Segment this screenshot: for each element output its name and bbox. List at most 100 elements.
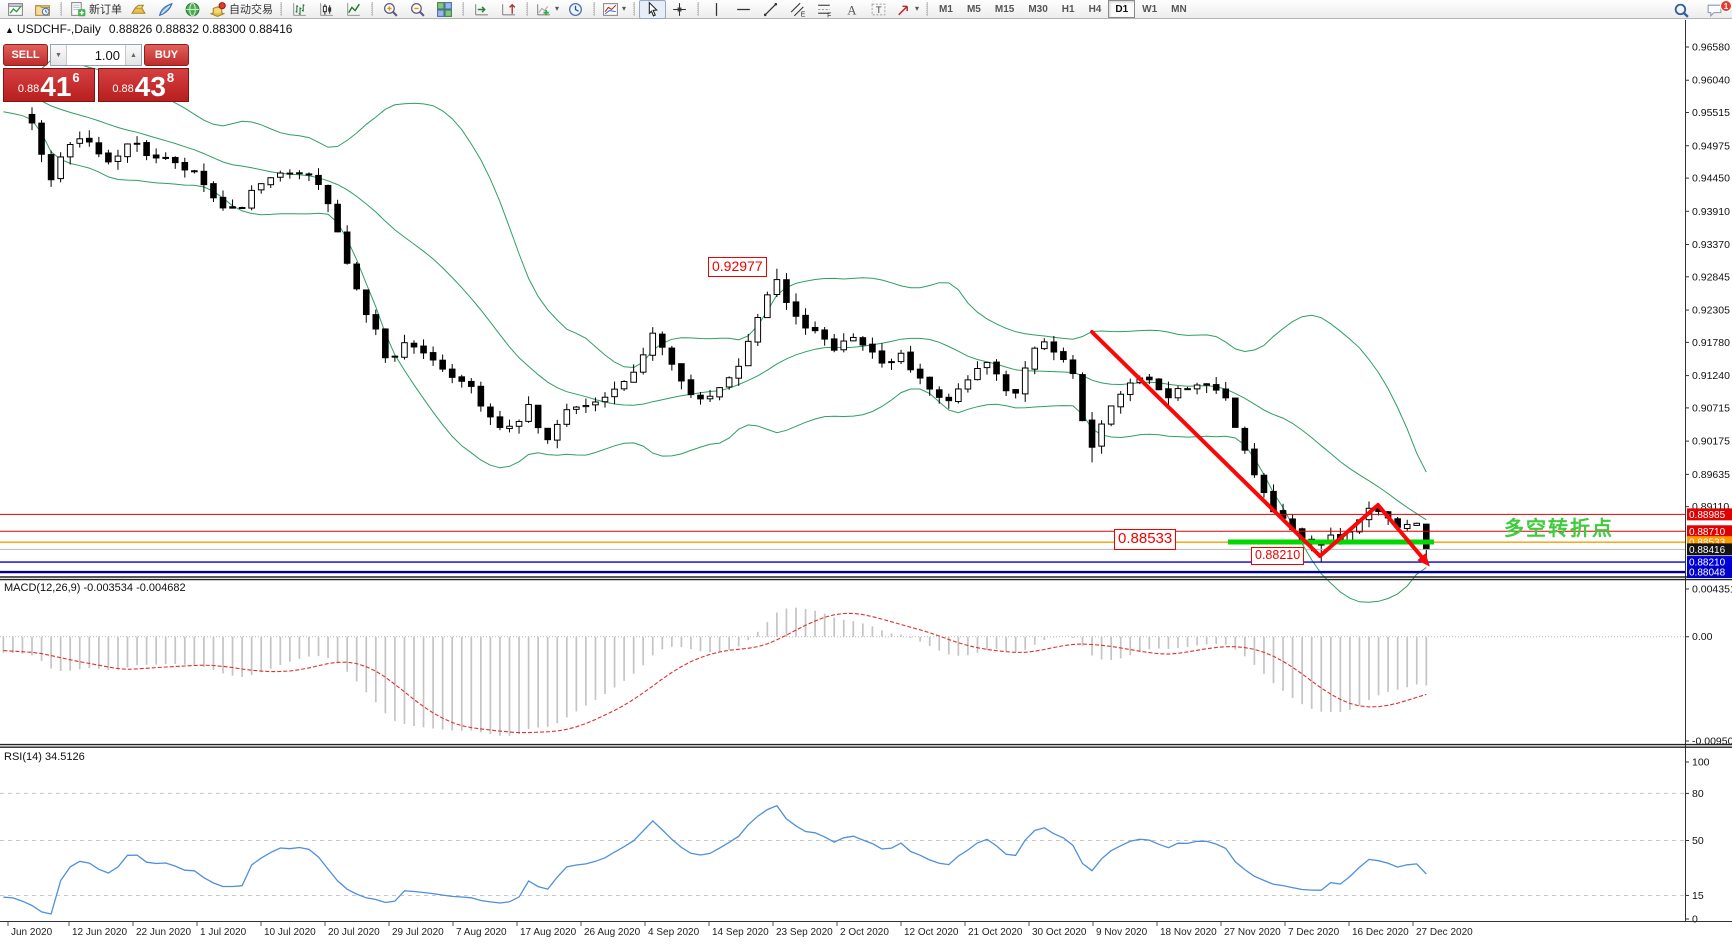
lot-size-value[interactable]: 1.00 [94, 47, 120, 63]
bid-price-box[interactable]: 0.88 41 6 [3, 68, 95, 102]
lot-decrease-button[interactable]: ▼ [51, 45, 67, 65]
toolbar-button-templates[interactable]: ▾ [599, 0, 629, 19]
toolbar-button-fibonacci[interactable]: F [811, 0, 838, 19]
chat-button[interactable]: 1 [1701, 0, 1732, 20]
price-label-high[interactable]: 0.92977 [708, 257, 767, 277]
toolbar-button-chart-shift[interactable] [495, 0, 522, 19]
toolbar-button-zoom-in[interactable] [377, 0, 404, 19]
dropdown-caret-icon: ▾ [555, 4, 560, 13]
toolbar-button-channel[interactable]: E [784, 0, 811, 19]
toolbar-button-bar-chart[interactable] [286, 0, 313, 19]
toolbar-button-arrows[interactable]: ▾ [892, 0, 922, 19]
toolbar-button-trendline[interactable] [757, 0, 784, 19]
toolbar-button-zoom-out[interactable] [404, 0, 431, 19]
svg-text:0.00: 0.00 [1692, 631, 1713, 643]
macd-pane-separator[interactable] [0, 574, 1732, 581]
toolbar-separator [462, 2, 464, 16]
toolbar-button-label: 新订单 [89, 4, 122, 16]
svg-text:9 Nov 2020: 9 Nov 2020 [1096, 927, 1148, 938]
toolbar-button-autotrading[interactable]: 自动交易 [206, 0, 276, 19]
svg-text:15: 15 [1692, 890, 1704, 902]
zoom-out-icon [411, 2, 425, 17]
toolbar-button-candle-chart[interactable] [313, 0, 340, 19]
svg-text:10 Jul 2020: 10 Jul 2020 [264, 927, 316, 938]
buy-button[interactable]: BUY [144, 44, 189, 66]
toolbar-separator [371, 2, 373, 16]
toolbar-separator [633, 2, 636, 16]
new-chart-icon [8, 2, 23, 16]
svg-text:0: 0 [1692, 914, 1698, 926]
svg-text:16 Dec 2020: 16 Dec 2020 [1352, 927, 1409, 938]
toolbar-button-horizontal-line[interactable] [730, 0, 757, 19]
svg-text:0.88210: 0.88210 [1689, 558, 1726, 569]
svg-text:7 Dec 2020: 7 Dec 2020 [1288, 927, 1340, 938]
toolbar-button-indicators[interactable]: ▾ [532, 0, 562, 19]
toolbar-button-cursor[interactable] [639, 0, 667, 19]
rsi-pane-separator[interactable] [0, 742, 1732, 749]
svg-text:2 Oct 2020: 2 Oct 2020 [840, 927, 889, 938]
timeframe-M15[interactable]: M15 [994, 3, 1015, 15]
svg-text:17 Aug 2020: 17 Aug 2020 [520, 927, 577, 938]
ask-point: 8 [166, 70, 175, 85]
svg-text:14 Sep 2020: 14 Sep 2020 [712, 927, 769, 938]
date-axis[interactable]: Jun 2020 12 Jun 2020 22 Jun 2020 1 Jul 2020… [7, 922, 1473, 938]
timeframe-H4[interactable]: H4 [1088, 3, 1102, 15]
timeframe-M1[interactable]: M1 [939, 3, 953, 15]
toolbar-button-periods[interactable] [562, 0, 589, 19]
price-label-low[interactable]: 0.88210 [1251, 547, 1305, 565]
turning-point-annotation[interactable]: 多空转折点 [1504, 518, 1614, 540]
templates-icon [603, 2, 618, 16]
channel-icon: E [790, 2, 806, 18]
toolbar-button-text[interactable]: A [838, 0, 865, 19]
toolbar-button-navigator[interactable] [152, 0, 179, 19]
svg-text:E: E [801, 11, 806, 18]
toolbar-button-line-chart[interactable] [340, 0, 367, 19]
toolbar-button-profiles[interactable] [29, 0, 56, 19]
toolbar-button-market-watch[interactable] [125, 0, 152, 19]
search-icon [1674, 3, 1689, 18]
chart-title: ▲ USDCHF-,Daily 0.88826 0.88832 0.88300 0.… [5, 22, 292, 36]
timeframe-M30[interactable]: M30 [1028, 3, 1048, 15]
ask-pips: 43 [134, 71, 166, 102]
svg-text:0.88533: 0.88533 [1689, 538, 1726, 549]
toolbar-button-new-chart[interactable] [2, 0, 29, 19]
toolbar-button-auto-scroll[interactable] [468, 0, 495, 19]
ask-price-box[interactable]: 0.88 43 8 [97, 68, 189, 102]
timeframe-M5[interactable]: M5 [966, 3, 981, 15]
lot-size-spinner: ▼ 1.00 ▲ [50, 44, 142, 66]
toolbar-button-tile-windows[interactable] [431, 0, 458, 19]
svg-text:0.88985: 0.88985 [1689, 510, 1726, 521]
tile-windows-icon [437, 1, 452, 17]
navigator-icon [158, 2, 173, 16]
price-axis[interactable]: 0.96580 0.96040 0.95515 0.94975 0.94450 0.939… [1685, 20, 1732, 926]
svg-text:0.92305: 0.92305 [1692, 305, 1730, 317]
profiles-icon [35, 4, 50, 16]
svg-text:18 Nov 2020: 18 Nov 2020 [1160, 927, 1217, 938]
svg-text:27 Nov 2020: 27 Nov 2020 [1224, 927, 1281, 938]
symbol-period-label: USDCHF-,Daily [16, 22, 101, 36]
window-marker-icon: ▲ [5, 25, 14, 35]
svg-text:0.93370: 0.93370 [1692, 239, 1730, 251]
timeframe-H1[interactable]: H1 [1061, 3, 1075, 15]
svg-text:0.93910: 0.93910 [1692, 206, 1730, 218]
svg-text:23 Sep 2020: 23 Sep 2020 [776, 927, 833, 938]
toolbar-button-crosshair[interactable] [666, 0, 693, 19]
toolbar-button-new-order[interactable]: 新订单 [66, 0, 125, 19]
svg-text:27 Dec 2020: 27 Dec 2020 [1416, 927, 1473, 938]
svg-text:1 Jul 2020: 1 Jul 2020 [200, 927, 247, 938]
timeframe-MN[interactable]: MN [1171, 3, 1187, 15]
lot-increase-button[interactable]: ▲ [125, 45, 141, 65]
search-button[interactable] [1668, 1, 1695, 20]
toolbar-button-text-label[interactable]: T [865, 0, 892, 19]
svg-text:30 Oct 2020: 30 Oct 2020 [1032, 927, 1087, 938]
timeframe-W1[interactable]: W1 [1142, 3, 1158, 15]
timeframe-D1[interactable]: D1 [1108, 0, 1136, 18]
sell-button[interactable]: SELL [3, 44, 48, 66]
toolbar-button-vertical-line[interactable] [703, 0, 730, 19]
market-watch-icon [131, 4, 146, 14]
price-label-support[interactable]: 0.88533 [1114, 529, 1177, 550]
candlesticks [28, 107, 1430, 563]
toolbar-button-terminal[interactable] [179, 0, 206, 19]
candle-chart-icon [320, 2, 333, 16]
